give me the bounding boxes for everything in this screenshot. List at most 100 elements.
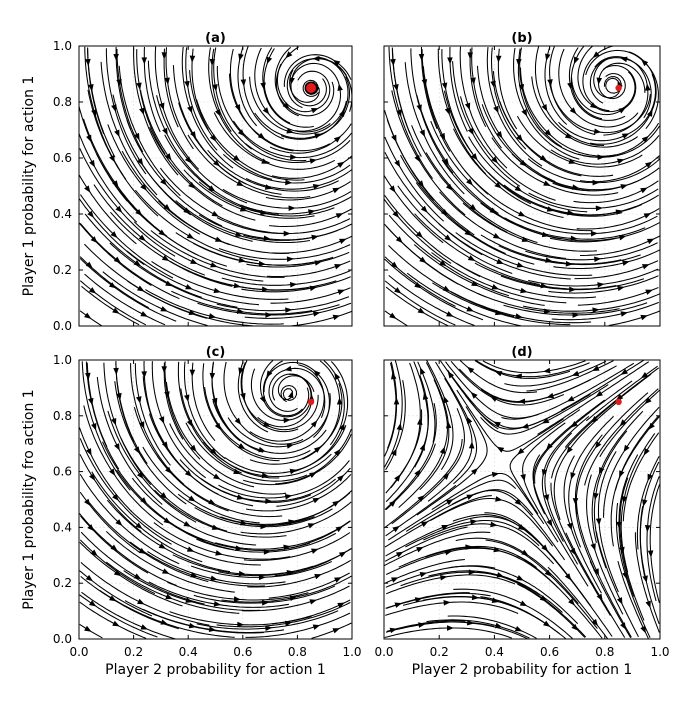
stream-arrow	[311, 108, 319, 114]
streamline	[385, 225, 459, 285]
stream-arrow	[590, 543, 596, 551]
stream-arrow	[186, 232, 195, 239]
streamline	[79, 513, 177, 586]
stream-arrow	[620, 368, 629, 375]
streamline	[102, 271, 208, 326]
stream-arrow	[470, 391, 478, 399]
stream-arrow	[288, 390, 294, 399]
streamline	[127, 280, 254, 326]
streamlines	[384, 46, 660, 326]
stream-arrow	[443, 600, 451, 606]
stream-arrow	[591, 365, 600, 371]
stream-arrow	[308, 209, 316, 215]
streamline	[283, 54, 352, 87]
stream-arrow	[390, 372, 397, 380]
streamline	[79, 473, 180, 565]
streamline	[384, 194, 481, 278]
streamline	[259, 360, 310, 418]
stream-arrow	[641, 59, 649, 67]
stream-arrow	[640, 371, 649, 379]
streamline	[79, 541, 183, 607]
stream-arrow	[593, 128, 602, 135]
streamline	[649, 484, 660, 604]
stream-arrow	[338, 551, 347, 558]
stream-arrow	[617, 158, 625, 165]
stream-arrow	[210, 575, 218, 581]
stream-arrow	[414, 154, 421, 163]
stream-arrow	[640, 187, 648, 194]
streamline	[417, 361, 436, 443]
stream-arrow	[519, 600, 528, 607]
stream-arrow	[471, 280, 479, 287]
stream-arrow	[496, 258, 504, 264]
streamline	[115, 47, 131, 130]
stream-arrow	[115, 519, 123, 526]
stream-arrow	[543, 367, 551, 374]
streamline	[241, 585, 350, 612]
stream-arrow	[257, 132, 266, 140]
streamline	[447, 615, 537, 639]
stream-arrow	[643, 213, 652, 219]
stream-arrow	[188, 495, 196, 502]
stream-arrow	[332, 314, 341, 321]
stream-arrow	[237, 443, 246, 450]
stream-arrow	[640, 314, 648, 321]
streamline	[550, 222, 660, 243]
stream-arrow	[445, 183, 453, 191]
streamline	[573, 180, 659, 204]
stream-arrow	[619, 419, 627, 427]
streamline	[302, 360, 341, 460]
stream-arrow	[339, 423, 345, 431]
panel-title: (d)	[511, 345, 532, 360]
streamline	[421, 49, 451, 152]
stream-arrow	[618, 107, 626, 114]
stream-arrow	[213, 473, 221, 480]
streamline	[519, 47, 563, 148]
stream-arrow	[90, 236, 98, 244]
stream-arrow	[470, 519, 478, 525]
x-tick-label: 0.6	[540, 645, 559, 659]
stream-arrow	[642, 575, 648, 583]
streamline	[526, 360, 614, 392]
stream-arrow	[160, 178, 167, 186]
stream-arrow	[469, 204, 477, 211]
x-tick-label: 0.8	[288, 645, 307, 659]
streamline	[636, 456, 660, 550]
stream-arrow	[570, 472, 576, 480]
stream-arrow	[186, 546, 195, 552]
stream-arrow	[599, 466, 605, 475]
stream-arrow	[419, 572, 428, 578]
stream-arrow	[258, 446, 266, 453]
stream-arrow	[89, 159, 95, 168]
streamline	[240, 501, 352, 535]
stream-arrow	[445, 421, 452, 429]
streamlines	[79, 360, 352, 639]
y-axis-label: Player 1 probability fro action 1	[21, 389, 37, 609]
stream-arrow	[164, 77, 170, 85]
streamline	[544, 47, 568, 125]
stream-arrow	[642, 499, 648, 507]
stream-arrow	[592, 51, 600, 59]
stream-arrow	[466, 619, 475, 626]
x-tick-label: 0.4	[485, 645, 504, 659]
stream-arrow	[310, 420, 318, 428]
stream-arrow	[160, 306, 168, 312]
y-tick-label: 1.0	[53, 353, 72, 367]
equilibrium-point	[615, 398, 622, 406]
stream-arrow	[443, 395, 449, 404]
streamline	[79, 280, 147, 326]
stream-arrow	[114, 443, 120, 451]
streamline	[79, 258, 177, 322]
stream-arrow	[133, 132, 140, 141]
stream-arrow	[263, 549, 271, 555]
streamline	[245, 169, 352, 190]
streamline	[154, 46, 200, 170]
streamline	[79, 222, 152, 286]
stream-arrow	[85, 372, 91, 380]
streamline	[244, 302, 352, 319]
y-tick-label: 0.2	[53, 576, 72, 590]
stream-arrow	[333, 449, 341, 457]
panel-1: (b)	[383, 31, 661, 327]
streamline	[561, 360, 644, 411]
